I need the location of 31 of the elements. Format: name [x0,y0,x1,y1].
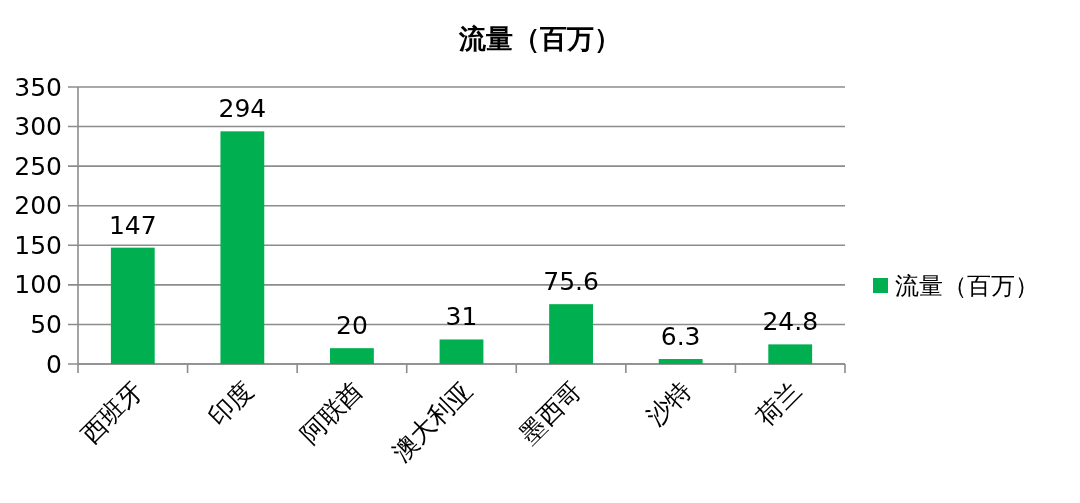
bar [330,348,374,364]
y-tick-label: 100 [14,270,62,300]
bar [549,304,593,364]
x-tick-label: 西班牙 [75,375,150,450]
x-tick-label: 荷兰 [750,375,807,432]
y-tick-label: 200 [14,191,62,221]
y-tick-label: 0 [46,349,62,379]
chart-title: 流量（百万） [458,23,621,54]
bar [110,247,155,364]
data-label: 24.8 [762,307,819,337]
bar [439,339,484,364]
bar [768,344,813,364]
data-label: 20 [336,311,368,341]
y-tick-label: 150 [14,230,62,260]
x-tick-label: 墨西哥 [513,375,588,450]
bar [220,131,265,364]
y-tick-label: 350 [14,72,62,102]
data-label: 147 [108,210,157,240]
data-label: 31 [445,302,478,332]
data-label: 294 [218,94,267,124]
y-tick-label: 300 [14,112,62,142]
x-tick-label: 阿联酋 [294,375,369,450]
bar [658,359,703,364]
x-tick-label: 印度 [202,375,259,432]
x-tick-label: 沙特 [641,375,697,432]
legend-label: 流量（百万） [895,272,1039,300]
data-label: 6.3 [660,322,701,352]
x-tick-label: 澳大利亚 [386,375,478,467]
y-tick-label: 50 [30,309,62,339]
y-tick-label: 250 [14,151,62,181]
data-label: 75.6 [543,267,599,297]
